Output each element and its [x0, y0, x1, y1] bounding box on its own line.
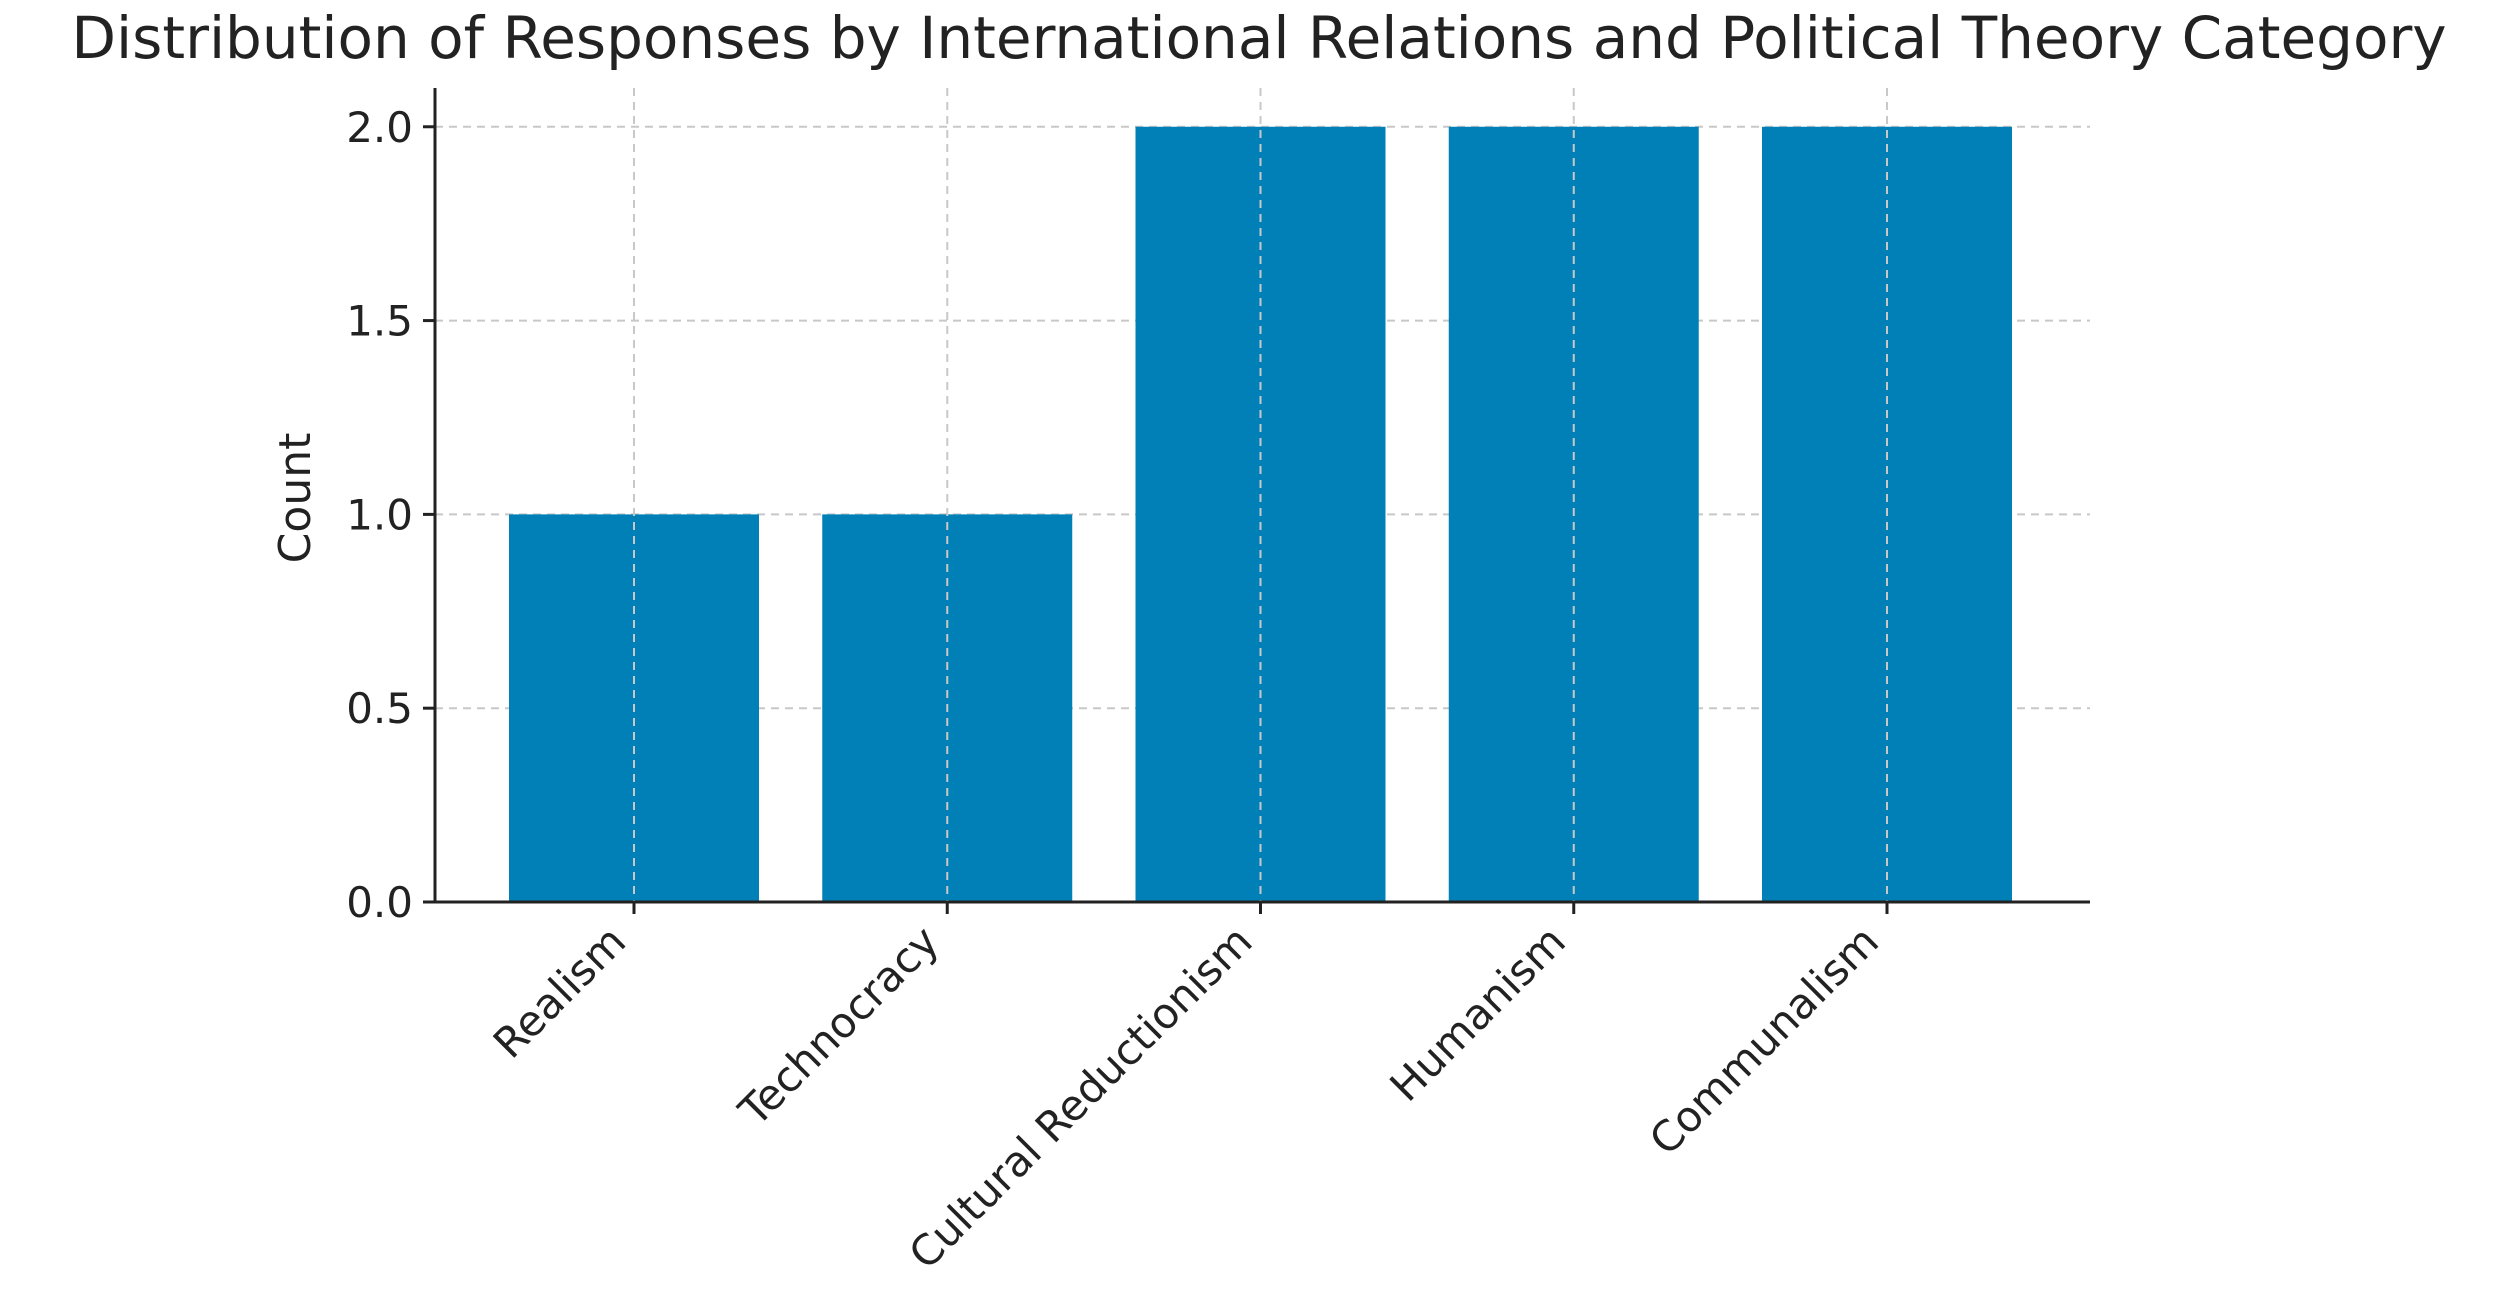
x-tick-label: Technocracy — [729, 916, 949, 1136]
y-tick-label: 0.0 — [346, 878, 413, 927]
y-axis-ticks: 0.0 0.5 1.0 1.5 2.0 — [346, 103, 435, 927]
y-axis-label: Count — [270, 433, 321, 564]
x-tick-label: Humanism — [1380, 916, 1574, 1110]
y-tick-label: 1.0 — [346, 490, 413, 539]
bars — [509, 88, 2012, 902]
x-tick-label: Cultural Reductionism — [899, 916, 1261, 1278]
x-tick-label: Realism — [484, 916, 635, 1067]
chart-title: Distribution of Responses by Internation… — [71, 4, 2446, 72]
y-tick-label: 2.0 — [346, 103, 413, 152]
axes — [433, 88, 2090, 904]
y-tick-label: 1.5 — [346, 297, 413, 346]
x-tick-label: Communalism — [1640, 916, 1888, 1164]
y-tick-label: 0.5 — [346, 684, 413, 733]
